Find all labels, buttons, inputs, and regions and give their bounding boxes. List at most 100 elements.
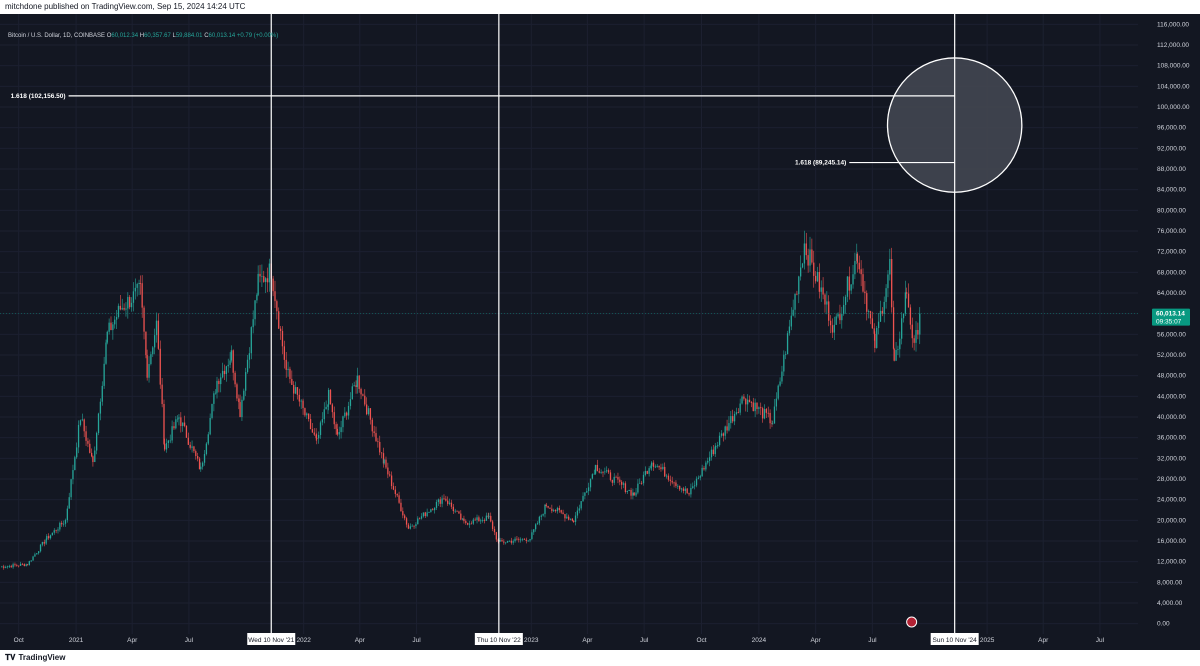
candle-body (462, 518, 464, 520)
candle-body (34, 554, 36, 557)
candle-body (881, 310, 883, 314)
candle-body (178, 417, 180, 419)
candle-body (163, 403, 165, 444)
candle-body (615, 476, 617, 478)
candle-body (272, 278, 274, 292)
candle-body (510, 540, 512, 543)
candle-body (485, 515, 488, 521)
candle-body (279, 328, 282, 331)
candle-body (750, 402, 753, 403)
candle-body (480, 520, 482, 522)
footer-logo-text: TradingView (18, 653, 66, 662)
candle-body (488, 515, 490, 518)
candle-body (760, 407, 762, 409)
x-tick-label: Oct (696, 637, 706, 644)
candle-body (375, 433, 377, 442)
candle-body (132, 291, 135, 303)
candle-body (263, 276, 265, 282)
candle-body (600, 472, 602, 473)
candle-body (92, 456, 94, 463)
legend-open: 60,012.34 (111, 33, 139, 39)
candle-body (677, 485, 679, 487)
candle-body (553, 510, 555, 512)
candle-body (211, 403, 213, 418)
candle-body (680, 488, 683, 490)
candle-body (358, 375, 360, 389)
candle-body (879, 310, 882, 322)
candle-body (648, 468, 650, 474)
candle-body (512, 541, 514, 543)
chart-area[interactable]: 1.618 (102,156.50) 1.618 (89,245.14) 0.00… (0, 14, 1200, 650)
candle-body (468, 523, 471, 525)
candle-body (407, 524, 410, 529)
candle-body (506, 541, 509, 543)
candle-body (165, 443, 168, 450)
candle-body (205, 443, 208, 455)
price-chart[interactable]: 1.618 (102,156.50) 1.618 (89,245.14) 0.00… (0, 14, 1200, 650)
candle-body (497, 539, 499, 542)
candle-body (726, 426, 728, 431)
candle-body (660, 467, 662, 470)
candle-body (10, 565, 12, 568)
candle-body (779, 381, 781, 386)
candle-body (783, 354, 785, 372)
candle-body (241, 399, 243, 418)
x-tick-label: Jul (412, 637, 421, 644)
candle-body (94, 450, 96, 463)
last-price-tag (1152, 308, 1190, 326)
date-tag-label: Sun 10 Nov '24 (933, 637, 978, 644)
candle-body (189, 444, 191, 448)
candle-body (175, 419, 177, 429)
candle-body (452, 506, 454, 512)
candle-body (644, 471, 647, 475)
publisher-bar: mitchdone published on TradingView.com, … (0, 0, 1200, 14)
candle-body (298, 394, 300, 402)
candle-body (163, 443, 166, 450)
candle-body (402, 511, 404, 516)
candle-body (430, 509, 432, 513)
candle-body (51, 532, 54, 536)
candle-body (463, 518, 465, 522)
candle-body (860, 269, 862, 275)
candle-body (743, 396, 745, 399)
candle-body (582, 495, 584, 502)
candle-body (250, 327, 252, 354)
candle-body (420, 516, 423, 519)
legend-c-label: C (204, 33, 209, 39)
candle-body (584, 492, 586, 496)
candle-body (115, 317, 118, 320)
candle-body (296, 387, 299, 395)
y-tick-label: 36,000.00 (1157, 435, 1186, 442)
candle-body (103, 363, 105, 386)
candle-body (139, 283, 141, 284)
last-price-label: 60,013.14 (1156, 311, 1185, 318)
legend-symbol: Bitcoin / U.S. Dollar, 1D, COINBASE (8, 33, 106, 39)
candle-body (302, 400, 304, 409)
candle-body (745, 398, 747, 405)
candle-body (662, 466, 664, 470)
x-tick-label: Apr (582, 637, 593, 644)
candle-body (95, 433, 98, 451)
candle-body (763, 409, 766, 419)
candle-body (150, 354, 152, 364)
candle-body (12, 564, 14, 568)
candle-body (533, 529, 535, 533)
candle-body (229, 360, 231, 365)
candle-body (707, 460, 709, 463)
candle-body (278, 311, 280, 329)
candle-body (796, 293, 798, 295)
candle-body (41, 542, 44, 545)
candle-body (775, 398, 777, 407)
candle-body (289, 368, 291, 379)
y-tick-label: 40,000.00 (1157, 414, 1186, 421)
candle-body (837, 314, 839, 317)
candle-body (632, 492, 634, 496)
candle-body (505, 542, 507, 544)
candle-body (43, 542, 45, 544)
candle-body (540, 515, 542, 517)
candle-body (874, 333, 876, 348)
y-tick-label: 64,000.00 (1157, 290, 1186, 297)
candle-body (59, 522, 61, 530)
candle-body (396, 493, 398, 496)
candle-body (564, 514, 566, 519)
